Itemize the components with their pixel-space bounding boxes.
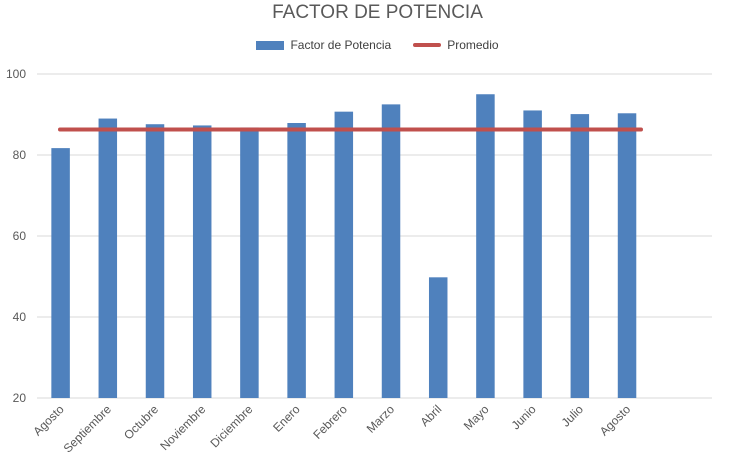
- bar: [428, 277, 448, 398]
- x-tick-label: Marzo: [364, 402, 398, 436]
- bar: [476, 94, 495, 398]
- x-tick-label: Mayo: [461, 402, 492, 433]
- chart-title: FACTOR DE POTENCIA: [272, 2, 483, 23]
- x-tick-label: Febrero: [310, 402, 350, 442]
- y-tick-label: 40: [13, 310, 27, 324]
- x-tick-label: Noviembre: [157, 402, 208, 453]
- bar: [98, 118, 118, 399]
- bar: [145, 124, 165, 398]
- x-tick-label: Enero: [270, 402, 303, 435]
- x-tick-label: Junio: [509, 402, 539, 432]
- x-tick-label: Julio: [559, 402, 587, 430]
- bar: [192, 125, 212, 398]
- bar: [240, 127, 259, 399]
- x-tick-label: Octubre: [121, 402, 161, 442]
- y-tick-label: 60: [13, 229, 27, 243]
- x-tick-label: Abril: [417, 402, 444, 429]
- legend-label-promedio: Promedio: [447, 38, 499, 52]
- bar: [570, 114, 590, 398]
- y-tick-label: 20: [13, 391, 27, 405]
- y-tick-label: 100: [6, 67, 26, 81]
- legend-line-swatch: [413, 43, 442, 47]
- legend-bar-swatch: [256, 40, 285, 50]
- bar: [381, 104, 401, 398]
- legend: Factor de Potencia Promedio: [0, 38, 755, 52]
- x-tick-label: Agosto: [597, 402, 634, 439]
- bar: [523, 110, 542, 398]
- bar: [51, 148, 70, 398]
- y-tick-label: 80: [13, 148, 27, 162]
- bar: [334, 111, 354, 398]
- legend-item-factor: Factor de Potencia: [256, 38, 391, 52]
- x-tick-label: Septiembre: [61, 402, 115, 456]
- x-tick-label: Diciembre: [207, 402, 255, 450]
- bar: [287, 123, 306, 398]
- bar: [617, 113, 637, 398]
- x-tick-label: Agosto: [30, 402, 67, 439]
- legend-label-factor: Factor de Potencia: [290, 38, 392, 52]
- legend-item-promedio: Promedio: [413, 38, 499, 52]
